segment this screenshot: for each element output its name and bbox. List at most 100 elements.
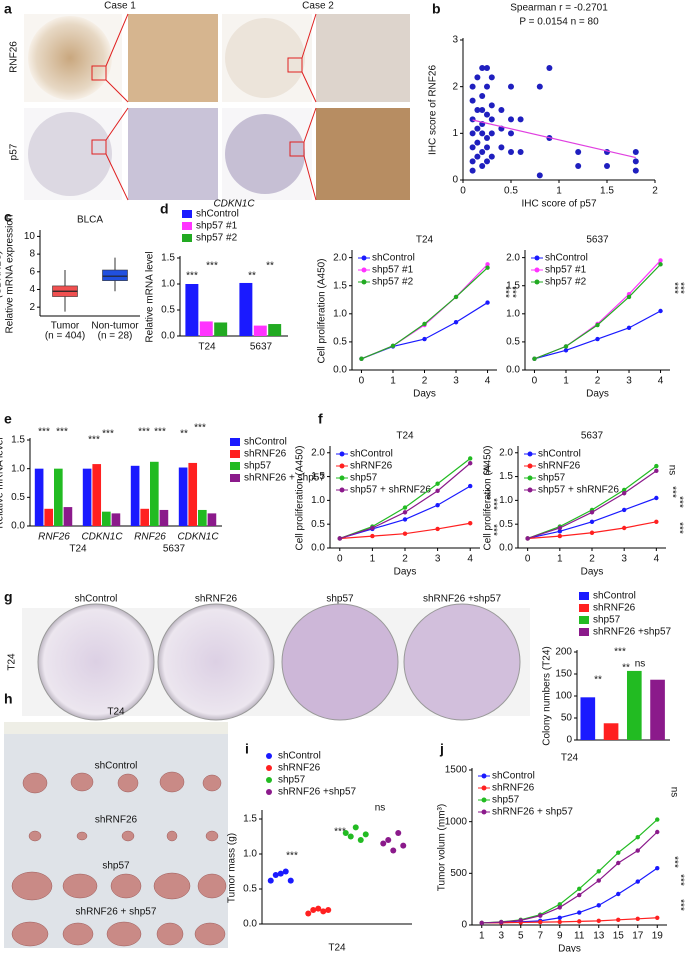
point: [272, 872, 279, 878]
y-axis-label: Colony numbers (T24): [542, 646, 553, 745]
legend-label: shRNF26 +shp57: [593, 627, 672, 638]
point: [538, 913, 543, 918]
point: [422, 321, 427, 327]
ihc-images: Case 1 Case 2 RNF26 p57: [9, 1, 410, 201]
group-label: shp57: [102, 861, 130, 872]
x-tick-label: 3: [498, 931, 504, 942]
point: [422, 336, 427, 342]
significance-label: **: [180, 429, 188, 440]
panel-label: e: [4, 411, 12, 427]
point: [557, 902, 562, 907]
y-tick-label: 0.0: [499, 543, 513, 554]
y-tick-label: 1000: [445, 816, 468, 827]
legend-label: shp57: [350, 473, 378, 484]
bar: [44, 508, 54, 526]
group-label: shRNF26: [95, 815, 138, 826]
point: [518, 918, 523, 923]
point: [557, 915, 562, 920]
significance-label: ***: [194, 423, 206, 434]
y-tick-label: 1.0: [506, 308, 520, 319]
point: [342, 830, 349, 836]
point: [488, 74, 495, 81]
bar: [82, 468, 92, 526]
legend-marker: [527, 487, 533, 493]
panel-label: b: [432, 1, 441, 17]
point: [479, 93, 486, 99]
point: [654, 468, 659, 474]
point: [474, 74, 481, 81]
row-label: p57: [9, 143, 20, 160]
point: [621, 487, 627, 493]
legend-label: shp57 #2: [545, 277, 587, 288]
point: [616, 860, 621, 866]
legend-swatch: [579, 604, 589, 612]
bar: [268, 324, 282, 336]
y-tick-label: 2: [29, 302, 35, 313]
point: [532, 356, 537, 361]
point: [596, 878, 601, 883]
x-tick-label: 1: [557, 554, 563, 565]
panel-label: a: [4, 1, 12, 17]
point: [267, 877, 274, 884]
legend-marker: [339, 475, 345, 481]
point: [357, 837, 364, 843]
group-label: shRNF26 + shp57: [76, 907, 157, 918]
y-tick-label: 0.0: [11, 521, 25, 532]
legend-label: shControl: [593, 591, 636, 602]
x-tick-label: 9: [557, 931, 563, 942]
tumors: [11, 771, 227, 947]
legend-marker: [361, 267, 367, 273]
y-tick-label: 2: [452, 81, 458, 92]
legend-label: shControl: [196, 209, 239, 220]
point: [315, 905, 322, 912]
x-tick-label: 17: [632, 931, 644, 942]
bar: [650, 679, 665, 740]
chart-title: Spearman r = -0.2701: [510, 3, 608, 14]
x-tick-label: 11: [574, 931, 585, 942]
x-axis-label: T24: [328, 943, 346, 952]
point: [337, 536, 342, 541]
y-tick-label: 1.5: [11, 435, 25, 446]
point: [435, 502, 440, 508]
x-tick-note: (n = 28): [98, 331, 133, 342]
significance-label: ***: [673, 496, 684, 508]
x-tick-label: 19: [652, 931, 664, 942]
plate-label: shRNF26: [195, 594, 238, 605]
y-tick-label: 2.0: [499, 447, 513, 458]
legend-label: shRNF26 + shp57: [244, 473, 325, 484]
point: [498, 107, 505, 113]
legend-label: shControl: [545, 253, 588, 264]
point: [469, 167, 476, 174]
y-tick-label: 0.0: [243, 919, 257, 930]
point: [385, 837, 392, 843]
chart-title: CDKN1C: [213, 199, 255, 210]
x-tick-label: 0.5: [504, 186, 518, 197]
x-tick-label: 0: [532, 376, 538, 387]
legend-marker: [361, 279, 367, 285]
y-tick-label: 0.5: [333, 337, 347, 348]
point: [469, 158, 476, 165]
point: [654, 495, 659, 501]
panel-label: i: [245, 741, 249, 757]
group-label: shControl: [95, 761, 138, 772]
y-tick-label: 6: [29, 266, 35, 277]
point: [488, 116, 495, 123]
point: [517, 116, 524, 123]
point: [484, 65, 490, 71]
point: [305, 910, 312, 917]
point: [484, 111, 490, 118]
y-axis-label: IHC score of RNF26: [428, 65, 439, 155]
point: [655, 915, 660, 920]
y-tick-label: 0.5: [243, 884, 257, 895]
panel-label: c: [4, 209, 12, 225]
legend-label: shp57 #1: [372, 265, 414, 276]
point: [453, 294, 459, 300]
x-tick-label: 0: [337, 554, 343, 565]
legend-swatch: [579, 616, 589, 624]
significance-label: ***: [674, 899, 685, 911]
point: [479, 163, 486, 169]
point: [557, 529, 563, 534]
y-tick-label: 1.5: [499, 471, 513, 482]
point: [557, 525, 563, 531]
